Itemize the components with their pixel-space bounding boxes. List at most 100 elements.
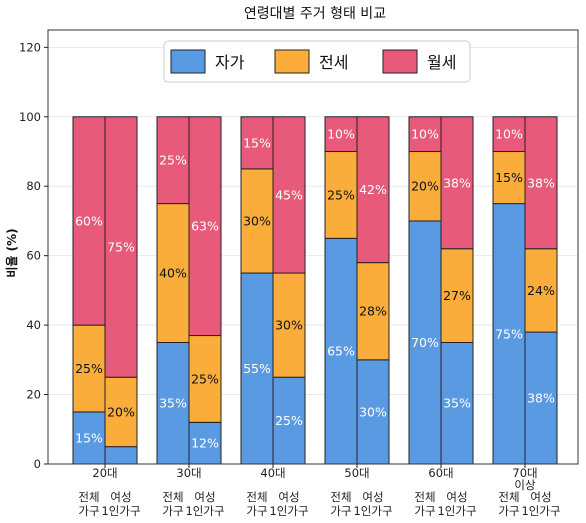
- chart-title: 연령대별 주거 형태 비교: [244, 6, 386, 22]
- bar-segment: [524, 116, 558, 250]
- bar-sub-label: 가구: [414, 504, 435, 518]
- bar-value-label: 10%: [327, 127, 355, 142]
- bar-segment: [272, 272, 306, 378]
- bar-segment: [524, 248, 558, 333]
- bar-value-label: 38%: [443, 175, 471, 190]
- bar-value-label: 28%: [359, 304, 387, 319]
- bar-segment: [440, 116, 474, 250]
- bar-sub-label: 여성: [194, 490, 215, 504]
- bar-sub-label: 전체: [414, 490, 435, 504]
- bar-value-label: 35%: [159, 396, 187, 411]
- legend-label: 월세: [427, 53, 456, 72]
- y-tick-label: 60: [26, 249, 41, 263]
- bar-value-label: 20%: [107, 404, 135, 419]
- bar-value-label: 25%: [75, 361, 103, 376]
- bar-value-label: 15%: [243, 135, 271, 150]
- bar-sub-label: 가구: [78, 504, 99, 518]
- y-tick-label: 100: [19, 110, 41, 124]
- bar-segment: [492, 151, 526, 205]
- bar-segment: [104, 446, 138, 465]
- y-tick-label: 120: [19, 40, 41, 54]
- y-tick-label: 0: [34, 457, 41, 471]
- bar-value-label: 25%: [191, 371, 219, 386]
- x-tick-label: 40대: [260, 466, 285, 480]
- bar-sub-label: 여성: [530, 490, 551, 504]
- bar-sub-label: 1인가구: [437, 504, 476, 518]
- y-axis-label: 비율 (%): [4, 228, 19, 277]
- bar-value-label: 38%: [527, 391, 555, 406]
- bar-segment: [440, 341, 474, 465]
- bar-sub-label: 전체: [78, 490, 99, 504]
- bar-value-label: 75%: [495, 326, 523, 341]
- x-tick-label: 50대: [344, 466, 369, 480]
- legend-label: 전세: [319, 53, 348, 72]
- bar-sub-label: 가구: [498, 504, 519, 518]
- plot-border: [47, 29, 579, 465]
- bar-value-label: 10%: [411, 127, 439, 142]
- x-tick-label: 70대: [512, 466, 537, 480]
- bar-segment: [188, 116, 222, 337]
- bar-sub-label: 1인가구: [521, 504, 560, 518]
- bar-segment: [356, 262, 390, 361]
- bar-segment: [240, 116, 274, 170]
- bar-segment: [72, 324, 106, 413]
- bar-segment: [524, 331, 558, 465]
- x-tick-label: 30대: [176, 466, 201, 480]
- bar-value-label: 25%: [327, 187, 355, 202]
- bar-segment: [156, 203, 190, 343]
- bar-segment: [104, 116, 138, 378]
- bar-sub-label: 여성: [278, 490, 299, 504]
- x-tick-label: 20대: [92, 466, 117, 480]
- bar-segment: [72, 116, 106, 326]
- bar-value-label: 30%: [243, 213, 271, 228]
- bar-sub-label: 전체: [246, 490, 267, 504]
- bar-value-label: 35%: [443, 396, 471, 411]
- bar-segment: [324, 237, 358, 465]
- bar-labels: 15% 25% 60% 20% 75% 35% 40% 25% 12% 25% 63% 55% 30% 1…: [75, 127, 555, 451]
- bar-value-label: 30%: [359, 404, 387, 419]
- bar-segment: [492, 116, 526, 153]
- bar-sub-label: 가구: [246, 504, 267, 518]
- x-tick-label: 60대: [428, 466, 453, 480]
- y-tick-label: 40: [26, 318, 41, 332]
- bar-sub-label: 가구: [330, 504, 351, 518]
- legend-label: 자가: [215, 53, 245, 72]
- y-tick-label: 20: [26, 388, 41, 402]
- bar-sub-label: 여성: [362, 490, 383, 504]
- bar-value-label: 75%: [107, 240, 135, 255]
- bar-sub-label: 1인가구: [353, 504, 392, 518]
- bar-segment: [440, 248, 474, 343]
- bar-sub-label: 가구: [162, 504, 183, 518]
- bar-value-label: 55%: [243, 361, 271, 376]
- bar-segment: [356, 116, 390, 264]
- bar-sub-label: 전체: [330, 490, 351, 504]
- y-tick-label: 80: [26, 179, 41, 193]
- bar-value-label: 65%: [327, 344, 355, 359]
- bar-value-label: 40%: [159, 266, 187, 281]
- bar-value-label: 12%: [191, 436, 219, 451]
- axes: 02040608010012020대전체가구여성1인가구30대전체가구여성1인가…: [19, 29, 579, 518]
- bar-value-label: 38%: [527, 175, 555, 190]
- bar-value-label: 15%: [75, 430, 103, 445]
- bar-value-label: 20%: [411, 179, 439, 194]
- bar-sub-label: 1인가구: [269, 504, 308, 518]
- bar-value-label: 25%: [275, 413, 303, 428]
- bar-value-label: 70%: [411, 335, 439, 350]
- legend-swatch: [274, 49, 310, 74]
- legend: 자가 전세 월세: [163, 40, 471, 83]
- bar-value-label: 27%: [443, 288, 471, 303]
- bar-segment: [324, 116, 358, 153]
- bar-sub-label: 1인가구: [185, 504, 224, 518]
- bar-value-label: 42%: [359, 182, 387, 197]
- bar-value-label: 25%: [159, 153, 187, 168]
- bar-value-label: 10%: [495, 127, 523, 142]
- bar-value-label: 15%: [495, 170, 523, 185]
- x-tick-label: 이상: [514, 478, 536, 492]
- bar-sub-label: 여성: [110, 490, 131, 504]
- bar-segment: [240, 272, 274, 465]
- bar-segment: [188, 335, 222, 423]
- bar-sub-label: 여성: [446, 490, 467, 504]
- bars: [72, 116, 558, 465]
- bar-value-label: 63%: [191, 219, 219, 234]
